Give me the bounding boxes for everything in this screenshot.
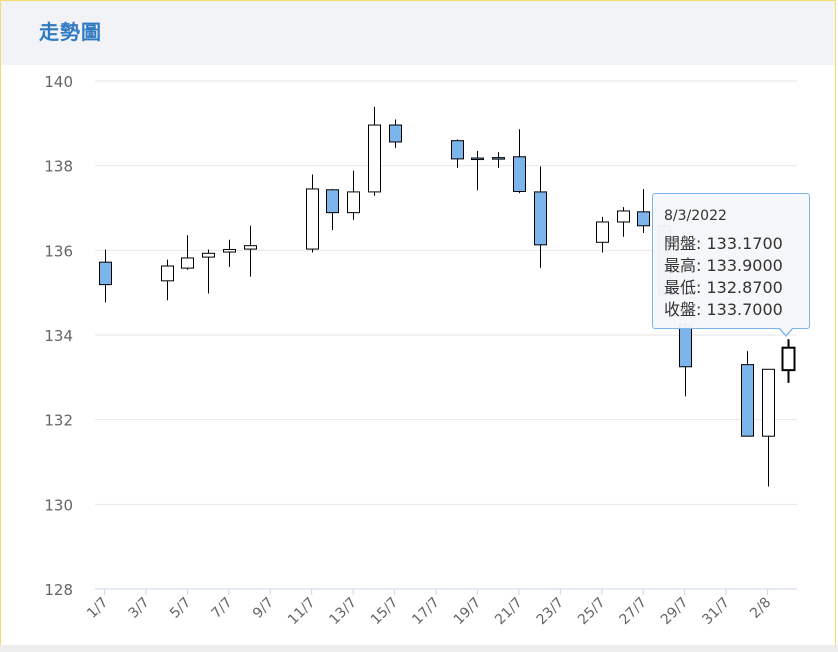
candle-body xyxy=(368,124,381,193)
candle-body xyxy=(617,210,630,223)
x-tick-label: 11/7 xyxy=(285,595,319,629)
x-tick-label: 2/8 xyxy=(747,595,774,622)
candle-body xyxy=(679,323,692,368)
candle-body xyxy=(741,364,754,437)
candle-body xyxy=(637,211,650,227)
tooltip-high: 最高: 133.9000 xyxy=(664,256,783,275)
x-tick-label: 5/7 xyxy=(167,595,194,622)
candle-body xyxy=(99,261,112,286)
candle-body xyxy=(181,257,194,269)
x-tick-label: 1/7 xyxy=(84,595,111,622)
chart-header: 走勢圖 xyxy=(1,1,835,65)
x-tick-label: 15/7 xyxy=(368,595,402,629)
y-tick-label: 132 xyxy=(44,412,73,430)
x-tick-label: 13/7 xyxy=(326,595,360,629)
y-tick-label: 130 xyxy=(44,496,73,514)
x-tick-label: 29/7 xyxy=(658,595,692,629)
candle-body xyxy=(223,248,236,253)
x-tick-label: 7/7 xyxy=(208,595,235,622)
x-tick-label: 19/7 xyxy=(451,595,485,629)
x-tick-label: 17/7 xyxy=(409,595,443,629)
tooltip-pointer-fill xyxy=(780,328,792,335)
y-tick-label: 136 xyxy=(44,242,73,260)
y-tick-label: 138 xyxy=(44,158,73,176)
x-tick-label: 27/7 xyxy=(616,595,650,629)
candle-body xyxy=(781,346,796,372)
candle-tooltip: 8/3/2022 開盤: 133.1700 最高: 133.9000 最低: 1… xyxy=(652,193,810,337)
x-tick-label: 23/7 xyxy=(534,595,568,629)
chart-title: 走勢圖 xyxy=(39,20,102,44)
candle-body xyxy=(161,265,174,282)
candle-body xyxy=(326,189,339,214)
x-tick-label: 25/7 xyxy=(575,595,609,629)
x-tick-label: 9/7 xyxy=(250,595,277,622)
y-tick-label: 134 xyxy=(44,327,73,345)
candle-body xyxy=(451,140,464,160)
x-tick-label: 3/7 xyxy=(126,595,153,622)
tooltip-close: 收盤: 133.7000 xyxy=(664,300,783,319)
candle-body xyxy=(513,156,526,192)
x-tick-label: 21/7 xyxy=(492,595,526,629)
candle-body xyxy=(762,368,775,437)
candle-body xyxy=(389,124,402,143)
candle-body xyxy=(596,221,609,243)
tooltip-date: 8/3/2022 xyxy=(664,208,727,224)
x-tick-label: 31/7 xyxy=(699,595,733,629)
candle-body xyxy=(492,157,505,160)
candle-body xyxy=(202,252,215,258)
candle-body xyxy=(244,245,257,250)
tooltip-low: 最低: 132.8700 xyxy=(664,278,783,297)
y-tick-label: 128 xyxy=(44,581,73,599)
candle-body xyxy=(534,191,547,246)
candle-body xyxy=(347,191,360,214)
candle-body xyxy=(471,157,484,161)
bottom-scrollbar xyxy=(0,645,838,652)
tooltip-open: 開盤: 133.1700 xyxy=(664,234,783,253)
candle-body xyxy=(306,188,319,250)
y-tick-label: 140 xyxy=(44,73,73,91)
